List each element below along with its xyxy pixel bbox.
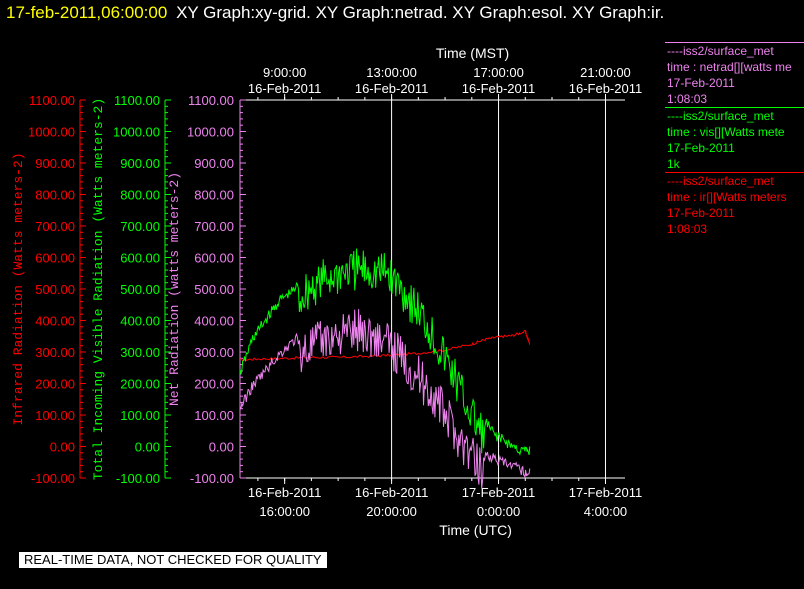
y-tick-label: 700.00 — [194, 219, 234, 234]
y-tick-label: 900.00 — [120, 156, 160, 171]
legend-entry-line: ----iss2/surface_met — [667, 174, 774, 188]
y-tick-label: 1100.00 — [29, 93, 75, 108]
y-axis-title: Total Incoming Visible Radiation (Watts … — [91, 98, 106, 480]
legend-entry-line: time : vis[][Watts mete — [667, 125, 785, 139]
bottom-axis-title: Time (UTC) — [439, 522, 512, 538]
bottom-tick-time: 20:00:00 — [366, 504, 417, 519]
y-tick-label: 1000.00 — [28, 125, 75, 140]
y-tick-label: 700.00 — [35, 219, 75, 234]
series-line-2 — [239, 309, 531, 489]
legend-entry-line: ----iss2/surface_met — [667, 109, 774, 123]
series-line-1 — [239, 248, 531, 456]
y-tick-label: 600.00 — [35, 251, 75, 266]
y-tick-label: 1100.00 — [114, 93, 160, 108]
y-tick-label: -100.00 — [31, 471, 75, 486]
y-axis-title: Infrared Radiation (Watts meters-2) — [11, 152, 26, 425]
y-tick-label: 0.00 — [209, 440, 234, 455]
top-tick-date: 16-Feb-2011 — [355, 81, 428, 96]
top-tick-date: 16-Feb-2011 — [248, 81, 321, 96]
y-tick-label: 400.00 — [35, 314, 75, 329]
bottom-tick-time: 16:00:00 — [259, 504, 310, 519]
top-tick-time: 17:00:00 — [473, 65, 524, 80]
y-tick-label: 500.00 — [194, 282, 234, 297]
legend-entry-line: ----iss2/surface_met — [667, 44, 774, 58]
y-tick-label: 200.00 — [120, 377, 160, 392]
y-tick-label: 1100.00 — [188, 93, 234, 108]
legend-entry-line: 17-Feb-2011 — [667, 206, 735, 220]
y-tick-label: 800.00 — [35, 188, 75, 203]
y-axis-title: Net Radiation (watts meters-2) — [167, 172, 182, 406]
y-tick-label: 1000.00 — [187, 125, 234, 140]
y-tick-label: 600.00 — [194, 251, 234, 266]
y-tick-label: 900.00 — [35, 156, 75, 171]
series-line-0 — [239, 329, 530, 362]
top-tick-time: 21:00:00 — [580, 65, 631, 80]
y-tick-label: 800.00 — [194, 188, 234, 203]
quality-notice: REAL-TIME DATA, NOT CHECKED FOR QUALITY — [19, 552, 327, 568]
bottom-tick-date: 16-Feb-2011 — [248, 485, 321, 500]
y-tick-label: 0.00 — [50, 440, 75, 455]
y-tick-label: 400.00 — [194, 314, 234, 329]
y-tick-label: 200.00 — [35, 377, 75, 392]
top-tick-time: 9:00:00 — [263, 65, 306, 80]
legend-entry-line: time : ir[][Watts meters — [667, 190, 787, 204]
y-tick-label: 100.00 — [35, 408, 75, 423]
legend-entry-line: time : netrad[][watts me — [667, 60, 792, 74]
header: 17-feb-2011,06:00:00 XY Graph:xy-grid. X… — [6, 3, 664, 23]
y-tick-label: 300.00 — [194, 345, 234, 360]
legend-entry-line: 1:08:03 — [667, 92, 708, 106]
legend-entry-line: 1:08:03 — [667, 222, 708, 236]
y-tick-label: 300.00 — [35, 345, 75, 360]
y-tick-label: 400.00 — [120, 314, 160, 329]
top-tick-date: 16-Feb-2011 — [462, 81, 535, 96]
y-tick-label: 1000.00 — [113, 125, 160, 140]
top-axis-title: Time (MST) — [436, 45, 509, 61]
bottom-tick-time: 4:00:00 — [584, 504, 627, 519]
header-timestamp: 17-feb-2011,06:00:00 — [6, 3, 168, 22]
bottom-tick-date: 16-Feb-2011 — [355, 485, 428, 500]
y-tick-label: 500.00 — [120, 282, 160, 297]
y-tick-label: 600.00 — [120, 251, 160, 266]
y-tick-label: 300.00 — [120, 345, 160, 360]
bottom-tick-date: 17-Feb-2011 — [462, 485, 535, 500]
y-tick-label: 800.00 — [120, 188, 160, 203]
legend-entry-line: 1k — [667, 157, 680, 171]
top-tick-time: 13:00:00 — [366, 65, 417, 80]
legend-entry-line: 17-Feb-2011 — [667, 141, 735, 155]
bottom-tick-time: 0:00:00 — [477, 504, 520, 519]
y-tick-label: -100.00 — [116, 471, 160, 486]
y-tick-label: 700.00 — [120, 219, 160, 234]
y-tick-label: 900.00 — [194, 156, 234, 171]
top-tick-date: 16-Feb-2011 — [569, 81, 642, 96]
y-tick-label: 0.00 — [135, 440, 160, 455]
header-titles: XY Graph:xy-grid. XY Graph:netrad. XY Gr… — [176, 3, 665, 22]
bottom-tick-date: 17-Feb-2011 — [569, 485, 642, 500]
y-tick-label: -100.00 — [190, 471, 234, 486]
y-tick-label: 100.00 — [120, 408, 160, 423]
y-tick-label: 100.00 — [194, 408, 234, 423]
y-tick-label: 500.00 — [35, 282, 75, 297]
y-tick-label: 200.00 — [194, 377, 234, 392]
legend-entry-line: 17-Feb-2011 — [667, 76, 735, 90]
